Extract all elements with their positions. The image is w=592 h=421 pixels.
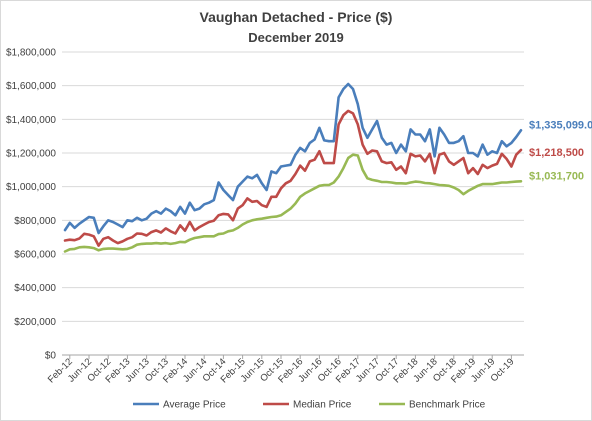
legend-item: Benchmark Price — [379, 400, 486, 411]
chart-subtitle: December 2019 — [248, 30, 344, 45]
series-line-benchmark-price — [63, 153, 523, 253]
y-tick-label: $1,200,000 — [6, 149, 56, 160]
y-tick-label: $200,000 — [14, 317, 56, 328]
chart-title: Vaughan Detached - Price ($) — [199, 9, 393, 25]
y-tick-label: $1,400,000 — [6, 115, 56, 126]
y-tick-label: $1,600,000 — [6, 81, 56, 92]
y-tick-label: $800,000 — [14, 216, 56, 227]
y-tick-label: $1,000,000 — [6, 182, 56, 193]
legend-item: Average Price — [133, 400, 226, 411]
end-value-label: $1,335,099.00 — [529, 119, 592, 131]
y-tick-label: $0 — [45, 351, 57, 362]
legend-label: Benchmark Price — [409, 400, 486, 411]
y-tick-label: $600,000 — [14, 250, 56, 261]
end-value-label: $1,031,700 — [529, 170, 584, 182]
end-value-label: $1,218,500 — [529, 147, 584, 159]
y-tick-label: $400,000 — [14, 283, 56, 294]
legend-label: Average Price — [163, 400, 226, 411]
legend-label: Median Price — [293, 400, 352, 411]
legend-item: Median Price — [263, 400, 352, 411]
series-line-median-price — [63, 109, 523, 247]
y-tick-label: $1,800,000 — [6, 48, 56, 59]
series-line-average-price — [63, 82, 523, 235]
